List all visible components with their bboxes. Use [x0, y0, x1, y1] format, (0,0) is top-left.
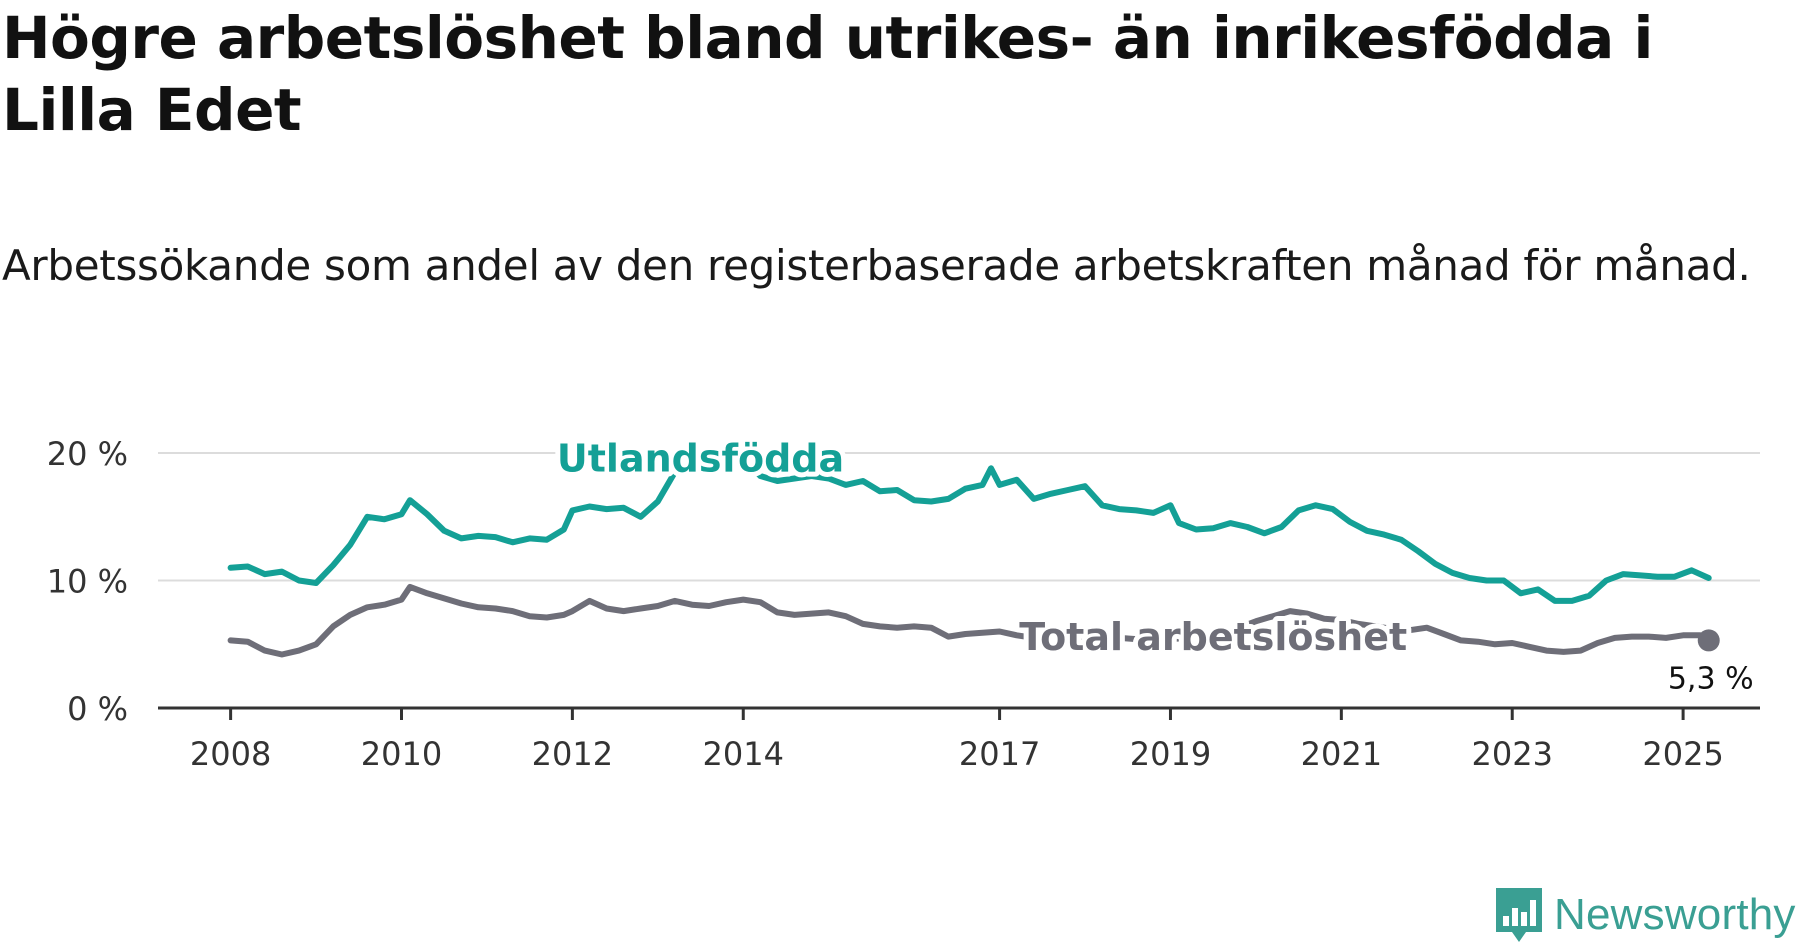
end-point-marker	[1697, 629, 1720, 652]
series-labels: Utlandsfödda Total arbetslöshet 5,3 %	[552, 432, 1754, 697]
y-tick-label: 10 %	[47, 563, 128, 601]
brand-name: Newsworthy	[1554, 890, 1796, 939]
x-tick-label: 2017	[959, 735, 1040, 773]
y-axis-ticks: 20 % 10 % 0 %	[47, 435, 128, 728]
end-value-label: 5,3 %	[1668, 661, 1754, 696]
chart-subtitle: Arbetssökande som andel av den registerb…	[2, 241, 1751, 290]
x-tick-label: 2019	[1130, 735, 1211, 773]
x-tick-label: 2021	[1301, 735, 1382, 773]
chart-title: Högre arbetslöshet bland utrikes- än inr…	[2, 4, 1653, 144]
series-label-utlandsfodda: Utlandsfödda	[557, 437, 844, 481]
x-tick-label: 2014	[703, 735, 784, 773]
series-lines	[227, 455, 1720, 658]
bar-chart-icon	[1496, 888, 1542, 942]
newsworthy-logo: Newsworthy	[1494, 886, 1796, 944]
series-line-1	[227, 583, 1712, 658]
x-axis: 2008 2010 2012 2014 2017 2019 2021 2023 2025	[158, 706, 1760, 773]
series-label-total: Total arbetslöshet	[1019, 615, 1407, 659]
x-tick-label: 2025	[1642, 735, 1723, 773]
series-line-0	[227, 455, 1712, 604]
y-tick-label: 20 %	[47, 435, 128, 473]
y-tick-label: 0 %	[67, 690, 128, 728]
x-tick-label: 2012	[532, 735, 613, 773]
x-tick-label: 2023	[1472, 735, 1553, 773]
x-tick-label: 2008	[190, 735, 271, 773]
x-tick-label: 2010	[361, 735, 442, 773]
